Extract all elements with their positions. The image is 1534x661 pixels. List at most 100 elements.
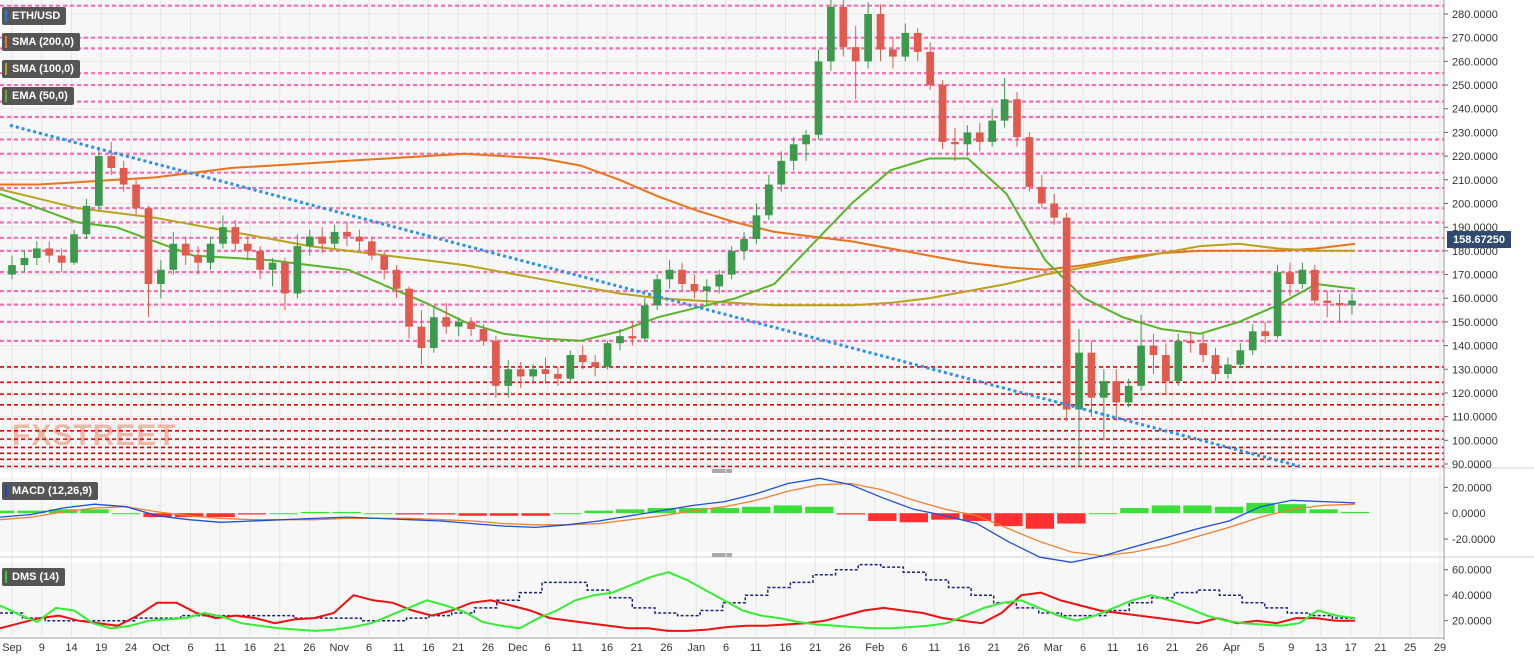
dms-legend[interactable]: DMS (14) [2,568,66,586]
candle-body [876,14,885,50]
x-tick-label: Mar [1044,642,1063,654]
candle-body [442,317,451,327]
y-tick-label: 40.0000 [1452,590,1492,602]
candle-body [752,215,761,239]
x-tick-label: 26 [660,642,672,654]
di-plus-line [0,571,1356,632]
macd-histogram-bar [300,511,330,514]
x-tick-label: 6 [1080,642,1086,654]
candle-body [1323,300,1332,303]
candle-body [57,255,66,263]
macd-histogram-bar [0,510,15,514]
x-tick-label: 5 [1258,642,1264,654]
sma200-legend[interactable]: SMA (200,0) [2,33,80,51]
x-tick-label: 26 [1196,642,1208,654]
y-tick-label: 170.0000 [1452,270,1498,282]
x-tick-label: 16 [779,642,791,654]
macd-legend[interactable]: MACD (12,26,9) [2,482,99,500]
fxstreet-watermark: FXSTREET [12,419,177,452]
candle-body [777,160,786,185]
di-minus-line [0,591,1355,632]
candle-body [851,47,860,62]
candle-body [268,262,277,270]
candle-body [405,288,413,327]
macd-histogram-bar [1151,505,1181,514]
x-tick-label: 16 [601,642,613,654]
main-panel-background [0,0,1444,465]
macd-histogram-bar [80,509,109,514]
macd-panel [0,477,1370,563]
candle-body [1186,340,1195,344]
candle-body [1000,99,1009,121]
x-tick-label: 11 [215,642,226,654]
macd-histogram-bar [773,505,802,514]
candle-body [1087,352,1096,398]
candle-body [417,326,426,348]
candle-body [827,6,835,62]
candle-body [1348,300,1356,306]
candle-body [367,241,376,256]
candle-body [219,227,227,244]
candle-body [1273,272,1282,337]
candle-body [45,248,54,256]
candle-body [1062,217,1071,410]
macd-histogram-bar [269,513,298,515]
candle-body [95,156,103,206]
macd-histogram-bar [206,513,235,518]
macd-histogram-bar [111,513,141,515]
x-tick-label: 26 [303,642,315,654]
x-tick-label: 9 [1288,642,1294,654]
x-tick-label: 21 [988,642,1000,654]
macd-histogram-bar [1214,506,1244,514]
candle-body [467,321,475,329]
x-tick-label: 11 [750,642,761,654]
macd-histogram-bar [1183,505,1212,514]
descending-trendline [9,123,1301,468]
ema50-line [0,157,1356,342]
candle-body [951,141,959,145]
symbol-label[interactable]: ETH/USD [2,7,67,25]
candle-body [504,369,513,386]
candle-body [82,205,91,235]
ema50-legend[interactable]: EMA (50,0) [2,87,74,105]
resize-handle [712,553,732,557]
candle-body [541,369,550,374]
y-tick-label: 90.0000 [1452,459,1492,471]
axes: 280.0000270.0000260.0000250.0000240.0000… [0,0,1498,654]
macd-histogram-bar [1309,509,1338,514]
macd-histogram-bar [584,510,613,514]
y-tick-label: 280.0000 [1452,9,1498,21]
candle-body [231,227,240,244]
candle-body [479,329,488,341]
candle-body [516,369,525,377]
sma200-line [0,152,1356,271]
candle-body [1137,345,1145,386]
candle-body [963,132,972,145]
candle-body [107,156,116,168]
y-tick-label: 0.0000 [1452,508,1486,520]
candle-body [640,305,649,339]
x-tick-label: 14 [65,642,77,654]
candle-body [318,236,327,244]
trendline [9,123,1301,468]
x-tick-label: Dec [508,642,528,654]
y-tick-label: 110.0000 [1452,412,1497,424]
x-tick-label: 16 [244,642,256,654]
candle-body [814,61,823,135]
sma100-legend[interactable]: SMA (100,0) [2,60,80,78]
macd-histogram-bar [521,513,550,516]
macd-line [0,477,1356,563]
candle-body [1112,381,1121,403]
candle-body [1075,352,1083,410]
x-tick-label: 13 [1315,642,1327,654]
y-tick-label: 180.0000 [1452,246,1498,258]
candle-body [293,246,302,294]
x-tick-label: 9 [39,642,45,654]
candle-body [988,120,997,142]
y-tick-label: 260.0000 [1452,56,1498,68]
candle-body [740,239,748,251]
candle-body [1037,186,1046,204]
x-tick-label: 21 [631,642,643,654]
y-tick-label: 130.0000 [1452,364,1498,376]
